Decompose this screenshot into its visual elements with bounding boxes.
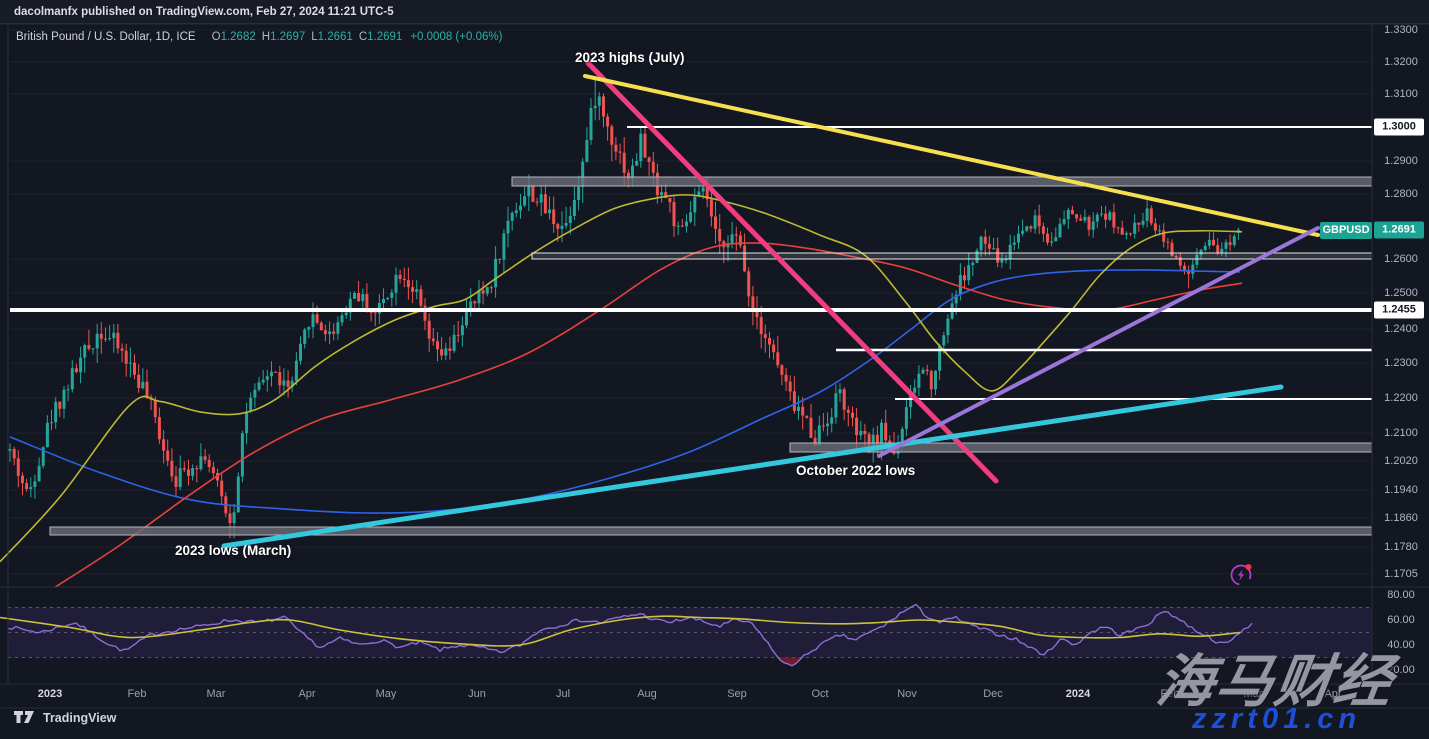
price-tick-1.1940: 1.1940 (1384, 484, 1418, 496)
price-tick-1.2300: 1.2300 (1384, 357, 1418, 369)
ohlc-label-L: L (311, 31, 318, 43)
watermark-url: zzrt01.cn (1192, 703, 1362, 735)
symbol-title: British Pound / U.S. Dollar, 1D, ICE (16, 31, 196, 43)
flash-action-button[interactable] (1228, 560, 1254, 588)
price-axis[interactable]: 1.3300 1.3200 1.3100 1.2900 1.2800 1.2600 1.25… (1373, 24, 1429, 684)
annotation-2023-lows: 2023 lows (March) (175, 543, 292, 558)
time-tick-May: May (375, 688, 397, 700)
trendline-purple-support[interactable] (877, 226, 1320, 458)
price-level-badge-1.3000: 1.3000 (1374, 118, 1424, 136)
price-tick-1.1705: 1.1705 (1384, 568, 1418, 580)
indicator-axis[interactable]: 80.00 60.00 40.00 20.00 (1373, 585, 1429, 685)
time-tick-Mar: Mar (206, 688, 226, 700)
ma-fast-yellow-line (0, 194, 1243, 563)
time-tick-Sep: Sep (727, 688, 747, 700)
price-tick-1.2100: 1.2100 (1384, 427, 1418, 439)
zone-2023-lows[interactable] (49, 526, 1373, 536)
zone-1.2600-support[interactable] (531, 252, 1373, 260)
tradingview-mark-icon (14, 711, 34, 723)
time-tick-Nov: Nov (897, 688, 917, 700)
ohlc-value-C: 1.2691 (367, 31, 403, 43)
rsi-tick-20.00: 20.00 (1387, 664, 1415, 676)
time-tick-2024: 2024 (1065, 688, 1091, 700)
tradingview-logo-text: TradingView (43, 711, 117, 725)
time-tick-Apr: Apr (1324, 688, 1342, 700)
ohlc-value-H: 1.2697 (270, 31, 306, 43)
ohlc-label-H: H (261, 31, 271, 43)
price-tick-1.3100: 1.3100 (1384, 88, 1418, 100)
price-tick-1.2900: 1.2900 (1384, 155, 1418, 167)
notification-dot (1245, 564, 1252, 570)
rsi-tick-60.00: 60.00 (1387, 614, 1415, 626)
time-tick-Apr: Apr (298, 688, 316, 700)
trendline-pink-decline[interactable] (585, 60, 999, 484)
chart-legend: British Pound / U.S. Dollar, 1D, ICE O1.2… (16, 31, 502, 43)
zone-1.2800-resistance[interactable] (511, 176, 1373, 187)
price-tick-1.2500: 1.2500 (1384, 287, 1418, 299)
down-candle-wicks (13, 93, 1231, 539)
price-tick-1.2400: 1.2400 (1384, 323, 1418, 335)
price-tick-1.2600: 1.2600 (1384, 253, 1418, 265)
price-level-badge-1.2455: 1.2455 (1374, 301, 1424, 319)
time-tick-Feb: Feb (1160, 688, 1180, 700)
rsi-tick-40.00: 40.00 (1387, 639, 1415, 651)
time-tick-Jul: Jul (555, 688, 571, 700)
tradingview-logo[interactable]: TradingView (14, 711, 116, 725)
lightning-icon (1238, 569, 1244, 581)
attribution-bar: dacolmanfx published on TradingView.com,… (0, 0, 1429, 24)
rsi-ma-line (0, 615, 1241, 647)
price-tick-1.3300: 1.3300 (1384, 24, 1418, 36)
trendline-yellow-resistance[interactable] (583, 74, 1320, 237)
time-tick-Mar: Mar (1243, 688, 1263, 700)
symbol-price-label: GBPUSD (1320, 222, 1372, 239)
trendline-cyan-support[interactable] (221, 384, 1284, 549)
time-tick-Aug: Aug (637, 688, 657, 700)
price-tick-1.2200: 1.2200 (1384, 392, 1418, 404)
ohlc-label-C: C (358, 31, 368, 43)
time-tick-Dec: Dec (983, 688, 1003, 700)
price-tick-1.2800: 1.2800 (1384, 188, 1418, 200)
price-tick-1.1860: 1.1860 (1384, 512, 1418, 524)
ohlc-values: O1.2682 H1.2697 L1.2661 C1.2691 (206, 31, 403, 43)
time-axis[interactable]: 2023 Feb Mar Apr May Jun Jul Aug Sep Oct Nov Dec 202… (0, 684, 1372, 708)
annotation-2023-highs: 2023 highs (July) (575, 50, 685, 65)
attribution-text: dacolmanfx published on TradingView.com,… (14, 6, 394, 18)
last-price-badge: 1.2691 (1374, 221, 1424, 239)
rsi-tick-80.00: 80.00 (1387, 589, 1415, 601)
time-tick-2023: 2023 (37, 688, 63, 700)
ohlc-value-O: 1.2682 (220, 31, 256, 43)
time-tick-Oct: Oct (811, 688, 829, 700)
annotation-october-2022-lows: October 2022 lows (796, 463, 916, 478)
ohlc-value-L: 1.2661 (317, 31, 353, 43)
rsi-line (7, 603, 1253, 667)
price-tick-1.3200: 1.3200 (1384, 56, 1418, 68)
flash-circle-icon (1230, 564, 1252, 586)
ohlc-label-O: O (211, 31, 221, 43)
time-tick-Feb: Feb (127, 688, 147, 700)
ma-slow-blue-line (9, 269, 1241, 514)
time-tick-Jun: Jun (468, 688, 486, 700)
price-tick-1.2020: 1.2020 (1384, 455, 1418, 467)
rsi-oversold-fill (8, 657, 1252, 666)
change-value: +0.0008 (+0.06%) (410, 31, 503, 43)
price-tick-1.1780: 1.1780 (1384, 541, 1418, 553)
